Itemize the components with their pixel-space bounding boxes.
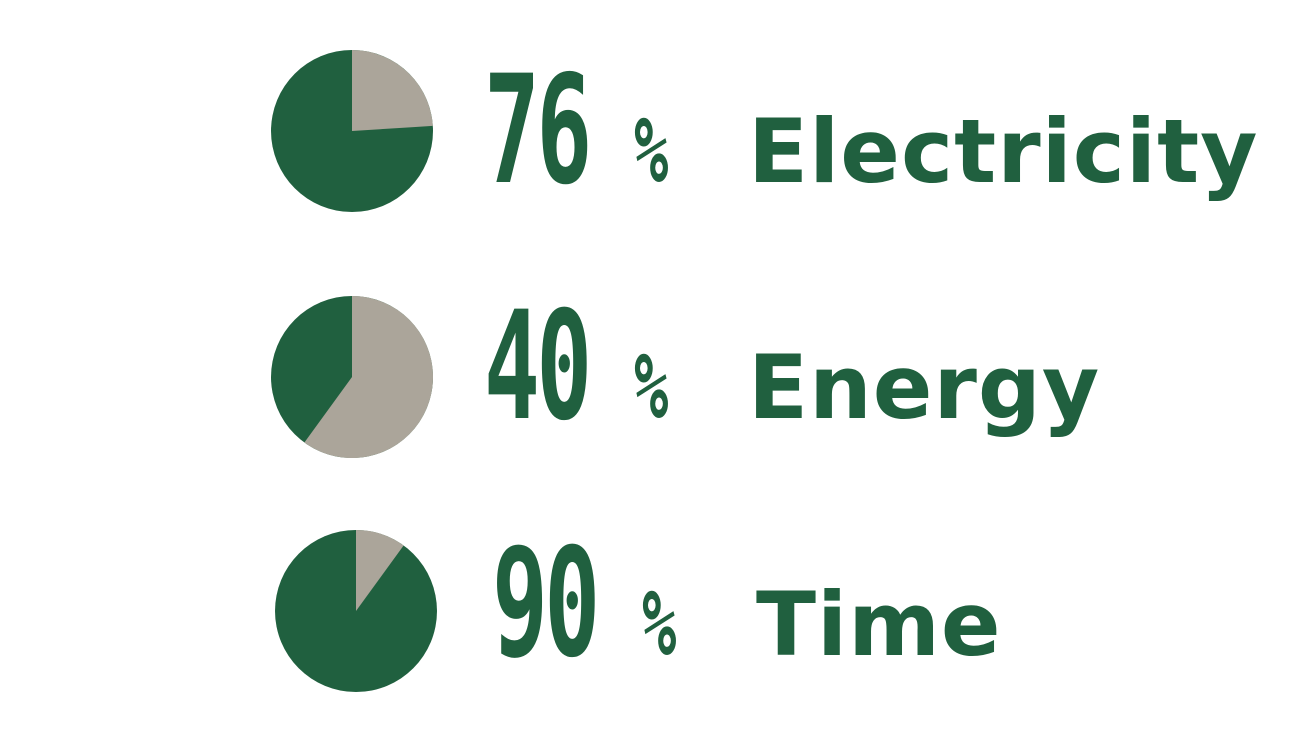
stat-word: Time <box>756 573 1002 676</box>
stat-label-electricity: 76 % Electricity <box>484 56 1259 206</box>
pie-slice-secondary <box>352 50 433 131</box>
stat-row-electricity: 76 % Electricity <box>0 42 1314 222</box>
pie-slice-secondary <box>356 530 404 611</box>
pie-chart-energy <box>271 296 433 458</box>
percent-value: 90 <box>492 517 600 691</box>
stat-row-time: 90 % Time <box>0 521 1314 701</box>
pie-slice-secondary <box>304 296 433 458</box>
pie-chart-electricity <box>271 50 433 212</box>
percent-value: 40 <box>484 280 592 454</box>
stat-label-energy: 40 % Energy <box>484 292 1100 442</box>
percent-sign: % <box>642 570 677 677</box>
stat-label-time: 90 % Time <box>492 529 1002 679</box>
pie-chart-time <box>275 530 437 692</box>
stat-row-energy: 40 % Energy <box>0 288 1314 468</box>
percent-sign: % <box>634 333 669 440</box>
stat-word: Energy <box>748 336 1101 439</box>
percent-value: 76 <box>484 44 592 218</box>
percent-sign: % <box>634 97 669 204</box>
stat-word: Electricity <box>748 100 1259 203</box>
